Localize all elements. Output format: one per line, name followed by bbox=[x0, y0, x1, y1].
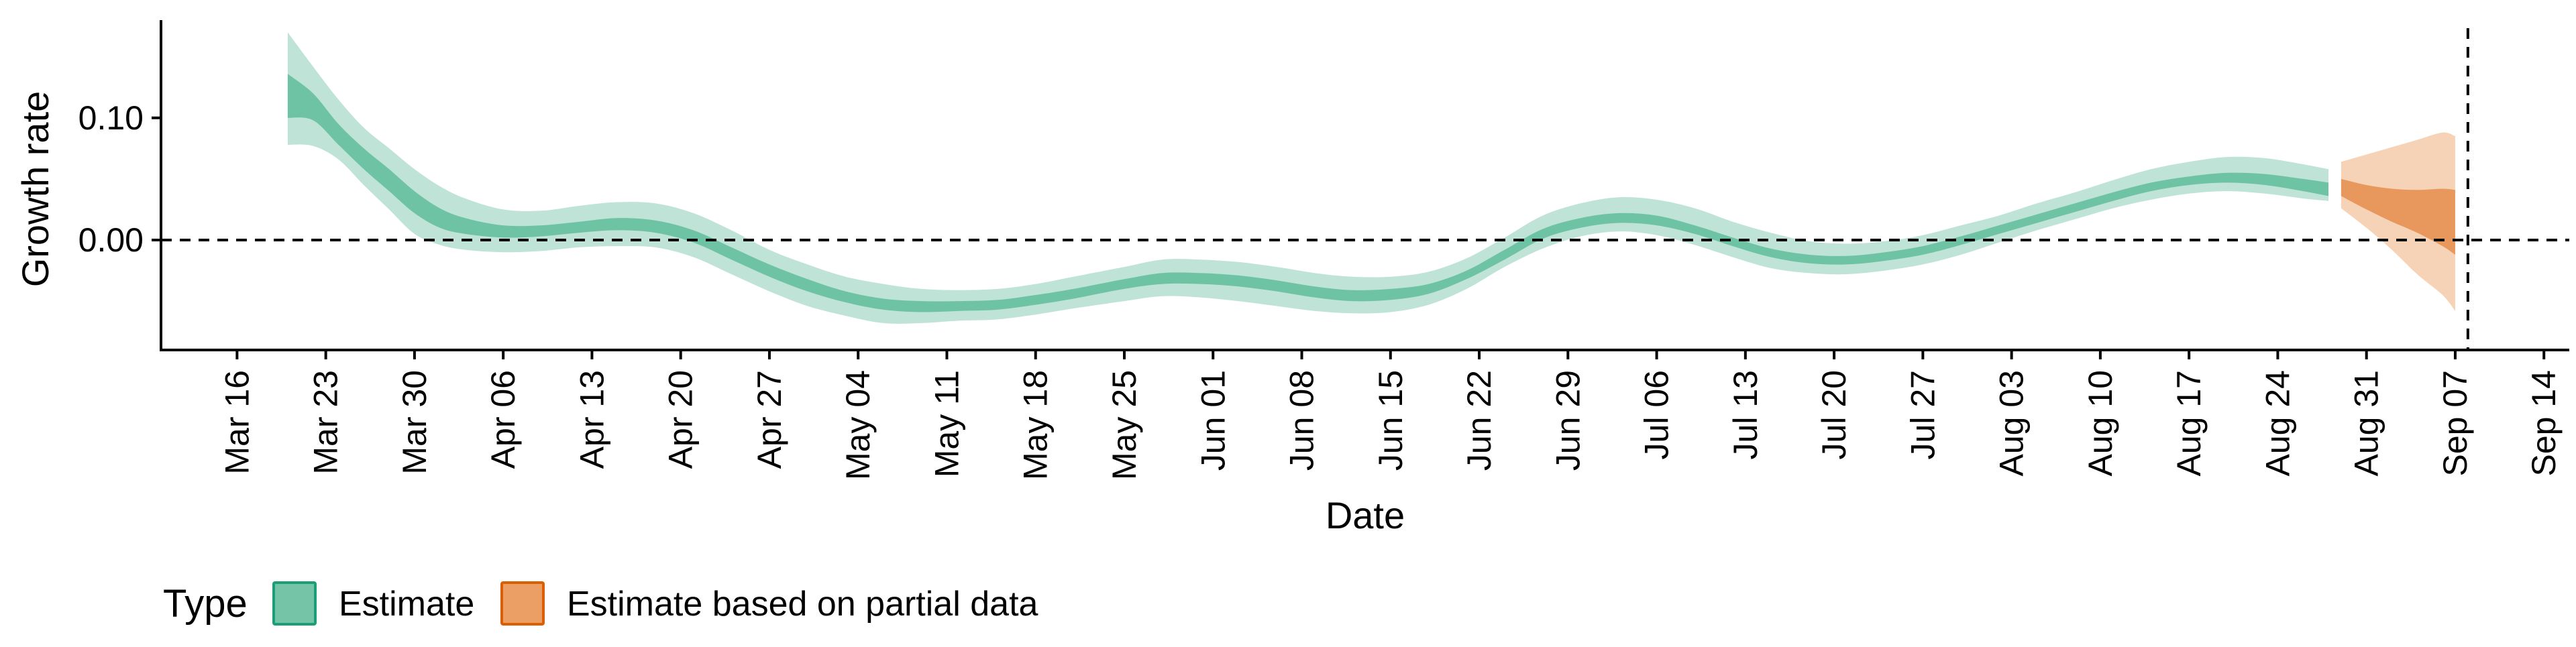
partial-inner-band bbox=[2341, 178, 2455, 255]
x-tick-label: Jun 01 bbox=[1194, 370, 1232, 471]
x-tick-label: May 04 bbox=[839, 370, 877, 480]
x-tick-label: Mar 16 bbox=[218, 370, 256, 475]
x-tick-label: Aug 17 bbox=[2170, 370, 2208, 476]
bands-layer bbox=[287, 32, 2455, 324]
y-tick-label: 0.10 bbox=[78, 99, 144, 137]
x-tick-label: Apr 13 bbox=[573, 370, 610, 469]
x-tick-label: Aug 31 bbox=[2348, 370, 2385, 476]
x-tick-label: May 25 bbox=[1106, 370, 1143, 480]
x-tick-label: Jun 22 bbox=[1460, 370, 1498, 471]
reference-lines-layer bbox=[161, 28, 2569, 350]
y-axis-title: Growth rate bbox=[14, 91, 56, 288]
legend-label-estimate: Estimate bbox=[339, 585, 474, 624]
x-axis-title: Date bbox=[1326, 494, 1405, 536]
x-tick-label: Mar 30 bbox=[396, 370, 433, 475]
y-tick-label: 0.00 bbox=[78, 221, 144, 259]
x-tick-label: Mar 23 bbox=[307, 370, 345, 475]
x-tick-label: Apr 27 bbox=[751, 370, 788, 469]
x-tick-label: Apr 20 bbox=[662, 370, 700, 469]
legend: Type Estimate Estimate based on partial … bbox=[163, 581, 1038, 626]
x-tick-label: Jul 13 bbox=[1727, 370, 1764, 459]
x-tick-label: Apr 06 bbox=[484, 370, 522, 469]
axes-layer bbox=[160, 20, 2569, 351]
x-tick-label: Jun 29 bbox=[1549, 370, 1587, 471]
x-tick-label: Sep 07 bbox=[2436, 370, 2474, 476]
x-ticks-layer: Mar 16 Mar 23 Mar 30 Apr 06 Apr 13 Apr 20 Apr … bbox=[218, 350, 2563, 480]
x-tick-label: Jul 20 bbox=[1815, 370, 1853, 459]
x-tick-label: May 18 bbox=[1017, 370, 1055, 480]
x-tick-label: May 11 bbox=[928, 370, 966, 477]
legend-title: Type bbox=[163, 582, 248, 626]
y-ticks-layer: 0.10 0.00 bbox=[78, 99, 161, 259]
legend-label-partial: Estimate based on partial data bbox=[567, 585, 1038, 624]
x-tick-label: Jun 08 bbox=[1283, 370, 1321, 471]
x-tick-label: Aug 24 bbox=[2259, 370, 2296, 476]
x-tick-label: Sep 14 bbox=[2525, 370, 2563, 476]
estimate-outer-band bbox=[287, 32, 2329, 324]
x-tick-label: Aug 03 bbox=[1993, 370, 2031, 476]
x-tick-label: Jul 06 bbox=[1638, 370, 1676, 459]
x-tick-label: Jun 15 bbox=[1372, 370, 1409, 471]
legend-swatch-partial bbox=[500, 581, 545, 626]
legend-swatch-estimate bbox=[272, 581, 317, 626]
x-tick-label: Aug 10 bbox=[2082, 370, 2119, 476]
x-tick-label: Jul 27 bbox=[1904, 370, 1941, 459]
